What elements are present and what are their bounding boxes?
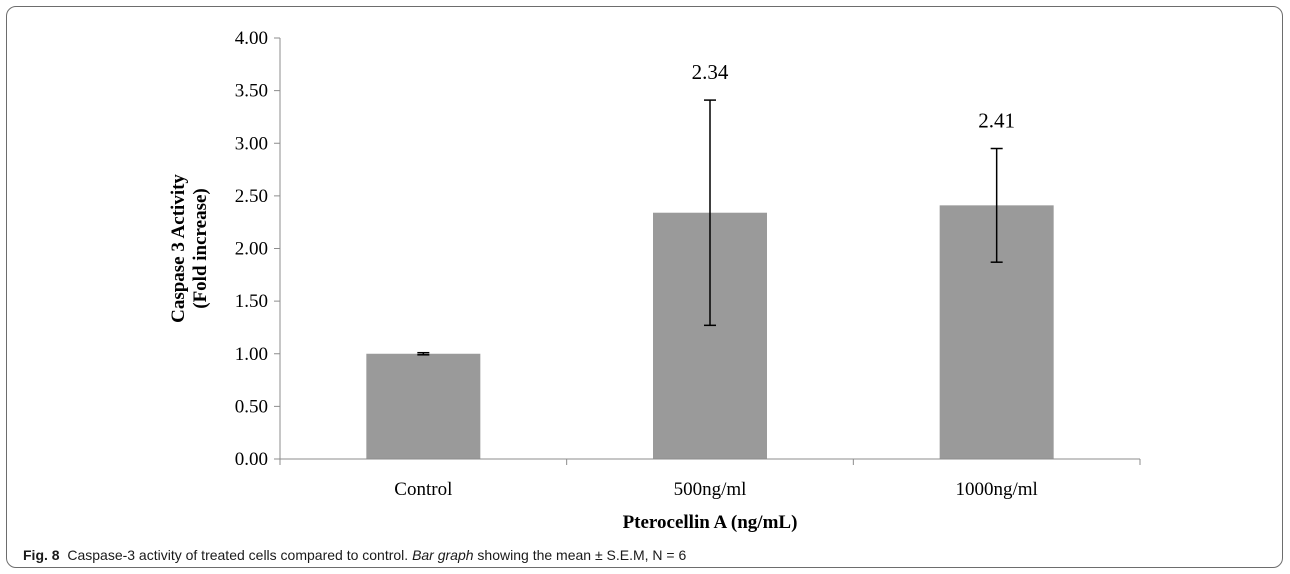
data-label: 2.41 xyxy=(978,109,1015,133)
y-tick-label: 2.50 xyxy=(235,186,268,207)
x-category-label: Control xyxy=(394,479,452,500)
x-category-label: 500ng/ml xyxy=(674,479,747,500)
caption-text-2: showing the mean ± S.E.M, N = 6 xyxy=(473,547,687,563)
y-tick-label: 3.50 xyxy=(235,81,268,102)
y-axis-ticks: 0.00 0.50 1.00 1.50 2.00 2.50 3.00 3.50 4.00 xyxy=(235,28,280,470)
y-tick-label: 4.00 xyxy=(235,28,268,49)
error-bars xyxy=(417,99,1003,356)
bar-1 xyxy=(366,353,481,459)
caption-text-italic: Bar graph xyxy=(412,547,474,563)
y-tick-label: 3.00 xyxy=(235,133,268,154)
data-label: 2.34 xyxy=(692,60,729,84)
y-tick-label: 0.00 xyxy=(235,449,268,470)
x-category-label: 1000ng/ml xyxy=(955,479,1037,500)
y-tick-label: 1.50 xyxy=(235,291,268,312)
x-axis-title: Pterocellin A (ng/mL) xyxy=(623,512,798,533)
figure-caption: Fig. 8 Caspase-3 activity of treated cel… xyxy=(23,547,1273,563)
y-axis-title-line2: (Fold increase) xyxy=(190,188,211,309)
y-tick-label: 2.00 xyxy=(235,239,268,260)
figure-frame: 0.00 0.50 1.00 1.50 2.00 2.50 3.00 3.50 4.00 2.3… xyxy=(6,6,1283,568)
x-axis-ticks xyxy=(279,459,1141,465)
figure-label: Fig. 8 xyxy=(23,547,60,563)
data-labels: 2.34 2.41 xyxy=(692,60,1015,132)
bar-chart: 0.00 0.50 1.00 1.50 2.00 2.50 3.00 3.50 4.00 2.3… xyxy=(168,28,1141,533)
caption-text-1: Caspase-3 activity of treated cells comp… xyxy=(67,547,413,563)
x-axis-categories: Control 500ng/ml 1000ng/ml xyxy=(394,479,1038,500)
y-axis-title-line1: Caspase 3 Activity xyxy=(168,174,189,323)
y-tick-label: 1.00 xyxy=(235,344,268,365)
y-tick-label: 0.50 xyxy=(235,396,268,417)
